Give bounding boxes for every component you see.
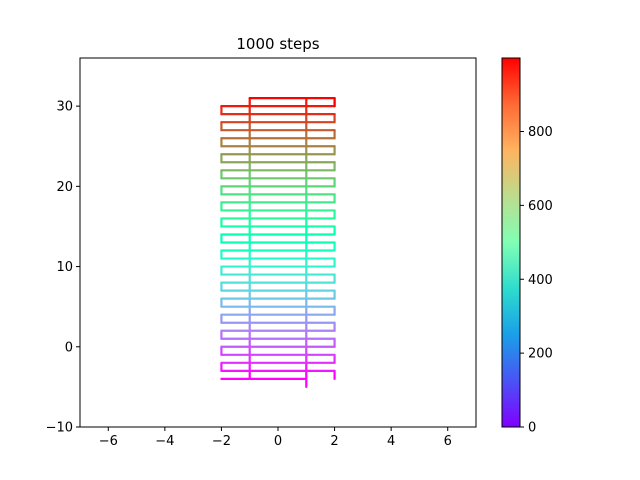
x-tick-label: −6	[99, 434, 118, 449]
x-tick-label: 2	[330, 434, 338, 449]
x-tick-label: 6	[444, 434, 452, 449]
y-axis: −10 0 10 20 30	[46, 100, 80, 436]
plot-area	[220, 97, 336, 388]
colorbar-tick-label: 200	[528, 347, 553, 362]
colorbar-tick-label: 400	[528, 273, 553, 288]
colorbar-tick-label: 600	[528, 199, 553, 214]
y-tick-label: 0	[65, 340, 73, 355]
x-axis: −6 −4 −2 0 2 4 6	[99, 427, 452, 449]
x-tick-label: −4	[155, 434, 174, 449]
colorbar: 0 200 400 600 800	[501, 57, 553, 436]
y-tick-label: 30	[56, 100, 73, 115]
y-tick-label: 20	[56, 180, 73, 195]
colorbar-gradient	[501, 57, 521, 428]
chart-title: 1000 steps	[236, 35, 319, 53]
x-tick-label: 4	[387, 434, 395, 449]
colorbar-tick-label: 800	[528, 125, 553, 140]
y-tick-label: −10	[46, 421, 73, 436]
x-tick-label: −2	[212, 434, 231, 449]
x-tick-label: 0	[274, 434, 282, 449]
colorbar-tick-label: 0	[528, 421, 536, 436]
y-tick-label: 10	[56, 260, 73, 275]
